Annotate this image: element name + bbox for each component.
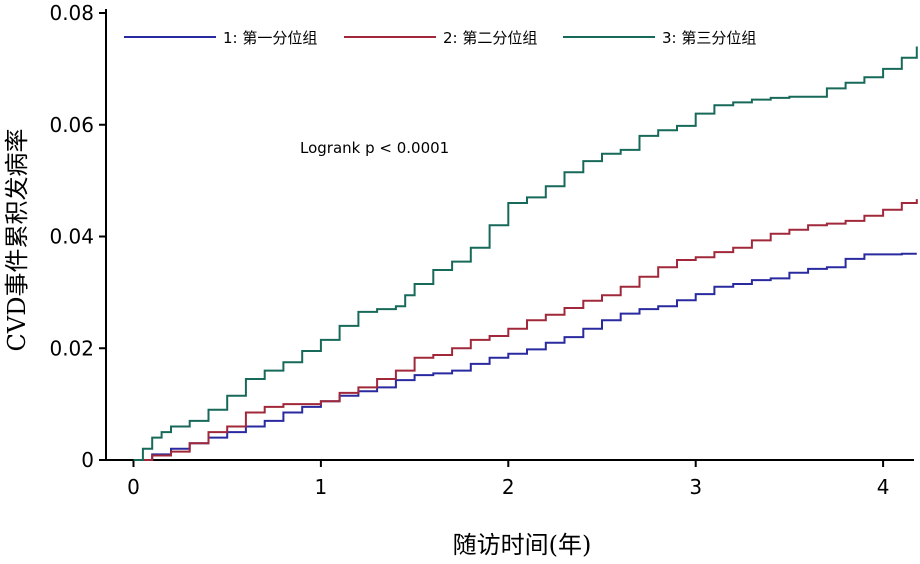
x-tick-label: 2 — [502, 475, 515, 499]
series-line-1 — [133, 252, 917, 461]
legend-item-2: 2: 第二分位组 — [344, 29, 537, 47]
x-axis-ticks: 0 1 2 3 4 — [127, 460, 889, 499]
x-tick-label: 0 — [127, 475, 140, 499]
axes: 0 0.02 0.04 0.06 0.08 0 1 2 3 4 — [49, 1, 914, 499]
x-tick-label: 1 — [315, 475, 328, 499]
series-line-2 — [133, 199, 918, 461]
legend-label: 1: 第一分位组 — [223, 29, 317, 47]
legend: 1: 第一分位组 2: 第二分位组 3: 第三分位组 — [124, 29, 756, 47]
y-tick-label: 0 — [81, 448, 94, 472]
x-tick-label: 3 — [689, 475, 702, 499]
legend-label: 2: 第二分位组 — [443, 29, 537, 47]
logrank-annotation: Logrank p < 0.0001 — [300, 139, 449, 157]
y-axis-ticks: 0 0.02 0.04 0.06 0.08 — [49, 1, 106, 472]
legend-item-1: 1: 第一分位组 — [124, 29, 317, 47]
y-tick-label: 0.04 — [49, 225, 94, 249]
y-axis-title: CVD事件累积发病率 — [3, 129, 31, 352]
series-lines — [133, 46, 918, 461]
legend-label: 3: 第三分位组 — [662, 29, 756, 47]
y-tick-label: 0.06 — [49, 113, 94, 137]
x-axis-title: 随访时间(年) — [453, 531, 592, 559]
y-tick-label: 0.08 — [49, 1, 94, 25]
x-tick-label: 4 — [877, 475, 890, 499]
y-tick-label: 0.02 — [49, 336, 94, 360]
legend-item-3: 3: 第三分位组 — [563, 29, 756, 47]
series-line-3 — [133, 46, 918, 461]
